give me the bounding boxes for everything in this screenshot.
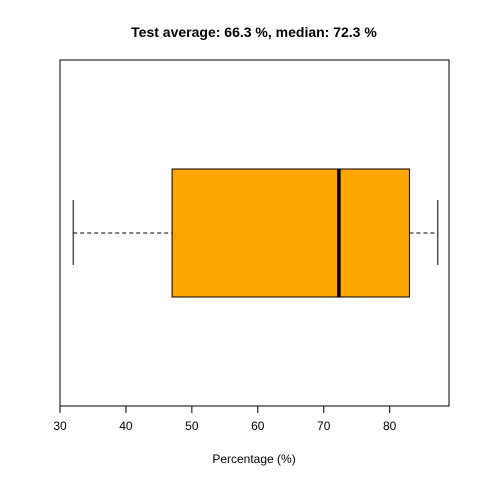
x-tick-label: 40 bbox=[119, 419, 133, 433]
iqr-box bbox=[171, 168, 410, 298]
x-axis: 30 40 50 60 70 80 bbox=[53, 405, 397, 433]
box-marks bbox=[72, 168, 439, 298]
x-tick-label: 60 bbox=[251, 419, 265, 433]
chart-title: Test average: 66.3 %, median: 72.3 % bbox=[131, 24, 377, 40]
x-tick-label: 30 bbox=[53, 419, 67, 433]
x-tick-label: 50 bbox=[185, 419, 199, 433]
x-axis-label: Percentage (%) bbox=[212, 452, 295, 466]
x-tick-label: 70 bbox=[317, 419, 331, 433]
x-tick-label: 80 bbox=[383, 419, 397, 433]
